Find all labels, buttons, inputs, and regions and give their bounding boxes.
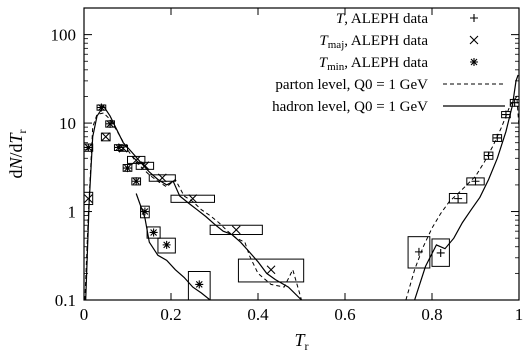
legend-label: T, ALEPH data: [336, 11, 428, 27]
y-axis-label: dN/dTr: [6, 129, 29, 178]
plus-marker: [436, 248, 445, 257]
parton-level-curve: [84, 112, 302, 300]
error-box: [431, 238, 450, 267]
star-marker: [84, 143, 93, 152]
legend-label: parton level, Q0 = 1 GeV: [275, 77, 428, 93]
star-marker: [149, 228, 158, 237]
x-tick-label: 0.6: [334, 305, 355, 324]
error-box: [100, 132, 111, 142]
legend: T, ALEPH data Tmaj, ALEPH data Tmin, ALEPH…: [272, 11, 505, 115]
error-box: [135, 161, 155, 170]
legend-label: Tmin, ALEPH data: [319, 55, 429, 73]
cross-marker: [188, 194, 198, 204]
plus-marker: [454, 194, 463, 203]
x-tick-label: 0.4: [247, 305, 269, 324]
star-marker: [123, 164, 132, 173]
cross-marker: [101, 132, 111, 142]
cross-marker: [266, 265, 276, 275]
series-layer: [84, 74, 519, 300]
legend-label: Tmaj, ALEPH data: [319, 33, 428, 51]
plus-marker: [414, 247, 423, 256]
y-tick-label: 100: [51, 26, 77, 45]
x-tick-label: 1: [515, 305, 524, 324]
plus-marker: [484, 151, 493, 160]
x-tick-label: 0.2: [160, 305, 181, 324]
error-box: [407, 236, 431, 269]
plus-marker: [493, 133, 502, 142]
star-marker: [140, 207, 149, 216]
star-marker: [470, 58, 478, 66]
plus-marker: [471, 177, 480, 186]
x-tick-label: 0: [80, 305, 89, 324]
plot-frame: [83, 7, 520, 301]
axis-ticks: 0 0.2 0.4 0.6 0.8 1 0.1 1 10 100: [51, 8, 524, 324]
plus-marker: [510, 98, 519, 107]
y-tick-label: 1: [68, 203, 77, 222]
hadron-level-curve: [85, 105, 302, 300]
star-marker: [162, 240, 171, 249]
cross-marker: [140, 161, 150, 171]
legend-label: hadron level, Q0 = 1 GeV: [272, 99, 428, 115]
star-marker: [132, 177, 141, 186]
error-box: [157, 237, 176, 254]
cross-marker: [157, 173, 167, 183]
star-marker: [97, 103, 106, 112]
x-axis-label: Tr: [294, 330, 308, 353]
star-marker: [106, 119, 115, 128]
plus-marker: [501, 110, 510, 119]
cross-marker: [84, 194, 93, 204]
parton-level-curve: [405, 95, 519, 300]
error-box: [170, 194, 215, 203]
error-box: [146, 226, 161, 239]
star-marker: [195, 280, 204, 289]
error-box: [209, 224, 263, 236]
plus-marker: [470, 14, 478, 22]
cross-marker: [231, 225, 241, 235]
cross-marker: [469, 35, 479, 45]
star-marker: [114, 143, 123, 152]
y-tick-label: 0.1: [55, 291, 76, 310]
error-box: [237, 258, 305, 283]
error-box: [448, 192, 468, 204]
x-tick-label: 0.8: [421, 305, 442, 324]
cross-marker: [131, 155, 141, 165]
error-box: [187, 270, 211, 300]
error-box: [84, 191, 94, 206]
y-tick-label: 10: [59, 114, 76, 133]
error-box: [148, 174, 176, 182]
error-box: [140, 205, 150, 219]
hadron-level-curve: [414, 74, 519, 300]
